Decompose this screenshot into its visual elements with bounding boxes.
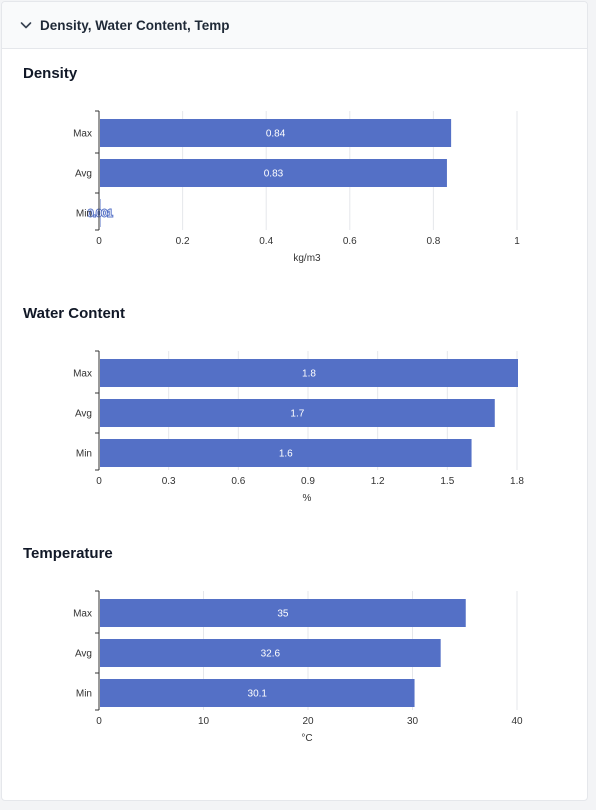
bar-avg	[100, 639, 441, 667]
data-label: 1.8	[302, 369, 316, 380]
bar-avg	[100, 159, 447, 187]
data-label: 32.6	[261, 649, 281, 660]
accordion-title: Density, Water Content, Temp	[40, 17, 230, 33]
accordion-panel: Density, Water Content, Temp Density 0.8…	[1, 1, 588, 801]
bar-min	[100, 679, 415, 707]
chart-title-density: Density	[23, 65, 78, 82]
category-label: Min	[76, 689, 92, 700]
x-tick-label: 0	[96, 476, 102, 487]
chart-title-water-content: Water Content	[23, 305, 125, 322]
bar-min	[100, 439, 472, 467]
x-tick-label: 0.9	[301, 476, 315, 487]
data-label: 1.6	[279, 449, 293, 460]
x-tick-label: 0	[96, 716, 102, 727]
category-label: Avg	[75, 169, 92, 180]
x-tick-label: 0.8	[426, 236, 440, 247]
x-axis-label: kg/m3	[293, 253, 321, 264]
chevron-down-icon[interactable]	[18, 17, 34, 33]
bar-max	[100, 599, 466, 627]
x-tick-label: 0	[96, 236, 102, 247]
category-label: Min	[76, 449, 92, 460]
water-content-chart: 1.8 Max 1.7 Avg 1.6 Min 0 0.3 0.6 0.9 1.2 1.5 1.8%	[73, 350, 524, 504]
x-tick-label: 1.8	[510, 476, 524, 487]
accordion-header[interactable]: Density, Water Content, Temp	[2, 2, 587, 49]
category-label: Max	[73, 369, 92, 380]
x-tick-label: 10	[198, 716, 210, 727]
category-label: Max	[73, 129, 92, 140]
data-label: 0.001	[88, 209, 113, 220]
x-tick-label: 0.6	[231, 476, 245, 487]
x-axis-label: %	[303, 493, 312, 504]
x-axis-label: °C	[301, 733, 312, 744]
temperature-chart: 35 Max 32.6 Avg 30.1 Min 0 10 20 30 40 °C	[73, 590, 523, 744]
data-label: 30.1	[248, 689, 268, 700]
x-tick-label: 0.3	[162, 476, 176, 487]
bar-avg	[100, 399, 495, 427]
x-tick-label: 1	[514, 236, 520, 247]
x-tick-label: 20	[302, 716, 314, 727]
category-label: Avg	[75, 649, 92, 660]
x-tick-label: 30	[407, 716, 419, 727]
bar-min	[100, 199, 101, 227]
category-label: Avg	[75, 409, 92, 420]
x-tick-label: 1.5	[440, 476, 454, 487]
bar-max	[100, 119, 452, 147]
chart-title-temperature: Temperature	[23, 545, 113, 562]
x-tick-label: 0.2	[176, 236, 190, 247]
data-label: 1.7	[290, 409, 304, 420]
x-tick-label: 0.6	[343, 236, 357, 247]
data-label: 0.84	[266, 129, 286, 140]
data-label: 0.83	[264, 169, 284, 180]
data-label: 35	[277, 609, 289, 620]
x-tick-label: 1.2	[371, 476, 385, 487]
x-tick-label: 0.4	[259, 236, 273, 247]
category-label: Min	[76, 209, 92, 220]
x-tick-label: 40	[511, 716, 523, 727]
bar-max	[100, 359, 518, 387]
category-label: Max	[73, 609, 92, 620]
